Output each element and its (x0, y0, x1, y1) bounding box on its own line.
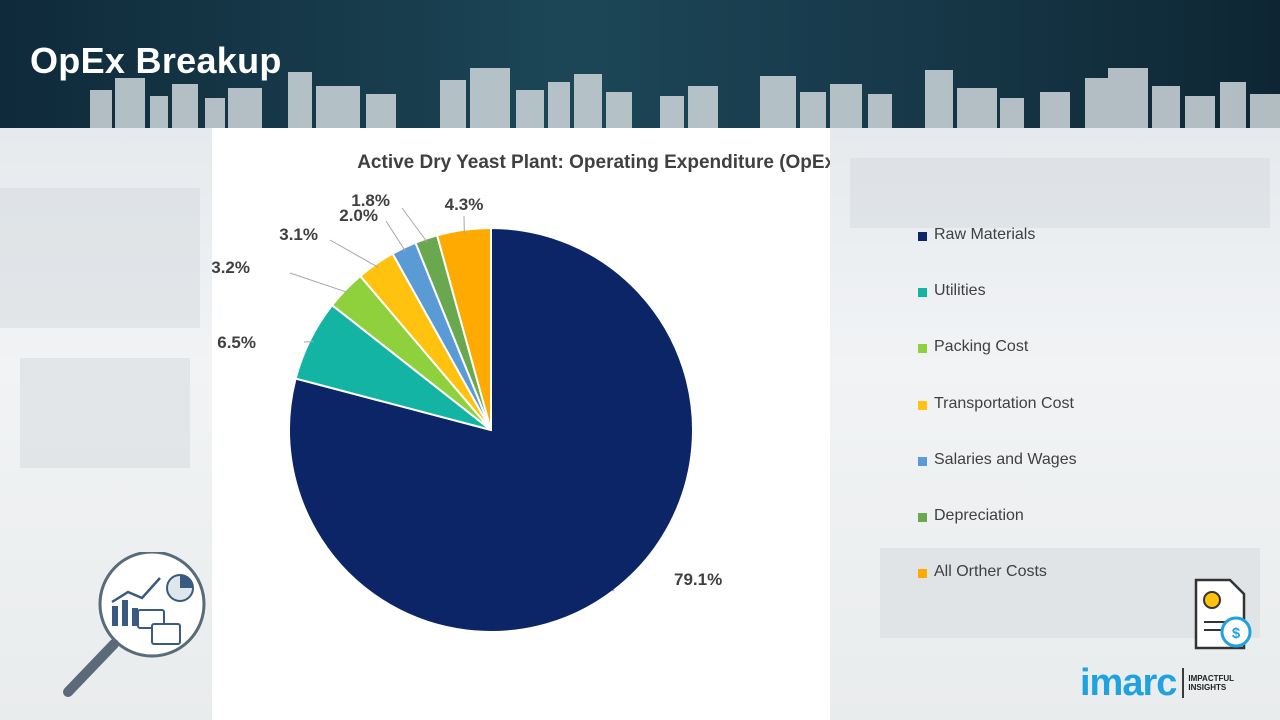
cost-document-icon: $ (1194, 578, 1252, 650)
legend-swatch (918, 456, 927, 466)
legend-swatch (918, 512, 927, 522)
legend-item: Salaries and Wages (918, 451, 1168, 507)
legend-swatch (918, 288, 927, 298)
page-title: OpEx Breakup (30, 40, 282, 81)
leader-line (289, 272, 349, 294)
pie-chart: Active Dry Yeast Plant: Operating Expend… (212, 152, 830, 633)
logo-wordmark: imarc (1080, 662, 1177, 704)
svg-text:$: $ (1232, 625, 1241, 642)
leader-line (329, 239, 379, 268)
skyline-decoration (90, 68, 1280, 128)
legend-swatch (918, 232, 927, 241)
legend-label: Transportation Cost (934, 394, 1074, 412)
data-label: 4.3% (445, 195, 484, 214)
legend-item: All Orther Costs (918, 563, 1168, 619)
legend-item: Utilities (918, 282, 1168, 338)
legend-label: Utilities (934, 282, 986, 300)
legend-item: Transportation Cost (918, 395, 1168, 451)
chart-card: Active Dry Yeast Plant: Operating Expend… (212, 128, 830, 720)
data-label: 1.8% (351, 191, 390, 210)
legend-item: Raw Materials (918, 226, 1168, 282)
legend-label: Depreciation (934, 506, 1024, 524)
data-label: 6.5% (217, 333, 256, 352)
leader-line (611, 589, 615, 592)
chart-title: Active Dry Yeast Plant: Operating Expend… (357, 152, 830, 173)
legend-label: Salaries and Wages (934, 450, 1077, 468)
data-label: 79.1% (674, 570, 722, 589)
data-label: 3.2% (212, 258, 250, 277)
logo-tagline-line2: INSIGHTS (1188, 683, 1227, 692)
logo-divider (1182, 668, 1185, 698)
logo-tagline-line1: IMPACTFUL (1188, 673, 1235, 683)
legend-label: Raw Materials (934, 226, 1036, 243)
legend-label: Packing Cost (934, 338, 1029, 356)
imarc-logo: imarc IMPACTFUL INSIGHTS (1080, 660, 1260, 706)
legend-swatch (918, 344, 927, 354)
legend-swatch (918, 400, 927, 410)
data-label: 3.1% (279, 225, 318, 244)
legend-label: All Orther Costs (934, 563, 1047, 581)
data-label: 2.0% (339, 206, 378, 225)
chart-legend: Raw Materials Utilities Packing Cost Transp… (918, 226, 1168, 619)
legend-item: Packing Cost (918, 338, 1168, 394)
legend-swatch (918, 569, 927, 579)
legend-item: Depreciation (918, 507, 1168, 563)
magnifier-analytics-icon (63, 552, 206, 697)
logo-tagline: IMPACTFUL INSIGHTS (1188, 674, 1234, 692)
header-banner: OpEx Breakup (0, 0, 1280, 128)
leader-line (385, 220, 407, 252)
leader-line (401, 207, 428, 243)
